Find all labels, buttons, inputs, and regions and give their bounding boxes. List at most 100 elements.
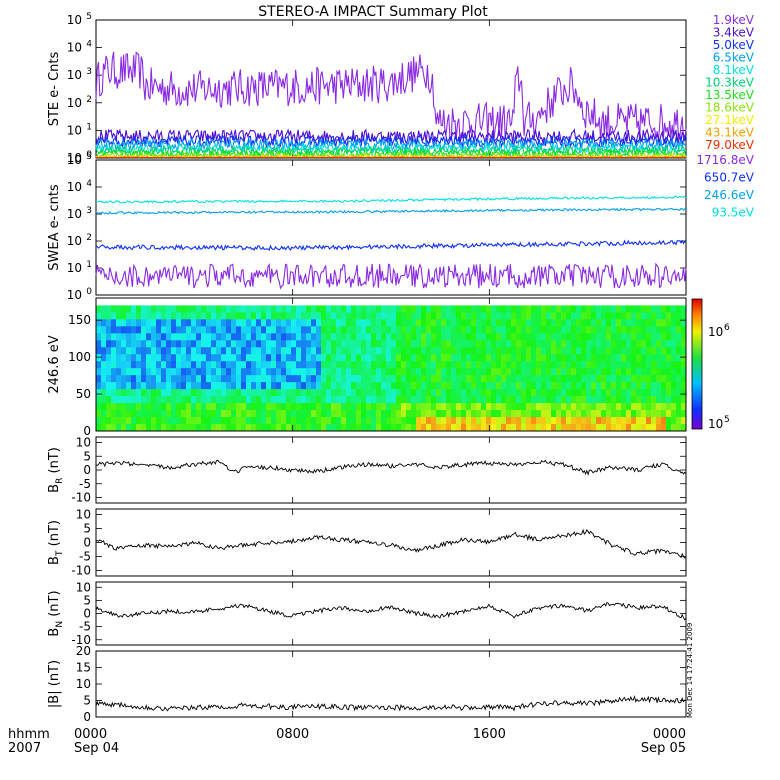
heatmap-cell xyxy=(491,354,497,362)
heatmap-cell xyxy=(411,368,417,376)
heatmap-cell xyxy=(151,396,157,404)
heatmap-cell xyxy=(431,340,437,348)
heatmap-cell xyxy=(411,361,417,369)
heatmap-cell xyxy=(161,347,167,355)
heatmap-cell xyxy=(191,340,197,348)
heatmap-cell xyxy=(491,375,497,383)
heatmap-cell xyxy=(486,354,492,362)
heatmap-cell xyxy=(151,312,157,320)
heatmap-cell xyxy=(171,305,177,313)
heatmap-cell xyxy=(156,312,162,320)
heatmap-cell xyxy=(221,368,227,376)
heatmap-cell xyxy=(621,319,627,327)
heatmap-cell xyxy=(441,375,447,383)
heatmap-cell xyxy=(161,375,167,383)
heatmap-cell xyxy=(286,403,292,411)
heatmap-cell xyxy=(281,417,287,425)
heatmap-cell xyxy=(561,312,567,320)
heatmap-cell xyxy=(481,396,487,404)
heatmap-cell xyxy=(591,424,597,432)
heatmap-cell xyxy=(526,354,532,362)
heatmap-cell xyxy=(421,382,427,390)
heatmap-cell xyxy=(176,410,182,418)
heatmap-cell xyxy=(436,312,442,320)
heatmap-cell xyxy=(446,396,452,404)
heatmap-cell xyxy=(591,417,597,425)
heatmap-cell xyxy=(581,396,587,404)
heatmap-cell xyxy=(566,368,572,376)
heatmap-cell xyxy=(191,361,197,369)
heatmap-cell xyxy=(621,354,627,362)
heatmap-cell xyxy=(616,361,622,369)
heatmap-cell xyxy=(326,361,332,369)
heatmap-cell xyxy=(166,375,172,383)
heatmap-cell xyxy=(521,396,527,404)
y-tick-exponent: 3 xyxy=(86,67,92,77)
heatmap-cell xyxy=(311,326,317,334)
heatmap-cell xyxy=(146,375,152,383)
heatmap-cell xyxy=(141,410,147,418)
heatmap-cell xyxy=(136,396,142,404)
heatmap-cell xyxy=(386,312,392,320)
heatmap-cell xyxy=(146,333,152,341)
heatmap-cell xyxy=(111,375,117,383)
heatmap-cell xyxy=(591,410,597,418)
heatmap-cell xyxy=(161,403,167,411)
heatmap-cell xyxy=(371,417,377,425)
heatmap-cell xyxy=(291,340,297,348)
heatmap-cell xyxy=(396,347,402,355)
heatmap-cell xyxy=(371,403,377,411)
heatmap-cell xyxy=(311,417,317,425)
heatmap-cell xyxy=(591,333,597,341)
heatmap-cell xyxy=(256,333,262,341)
heatmap-cell xyxy=(471,410,477,418)
heatmap-cell xyxy=(361,410,367,418)
heatmap-cell xyxy=(181,368,187,376)
heatmap-cell xyxy=(581,312,587,320)
heatmap-cell xyxy=(361,417,367,425)
heatmap-cell xyxy=(556,417,562,425)
heatmap-cell xyxy=(616,375,622,383)
heatmap-cell xyxy=(251,361,257,369)
heatmap-cell xyxy=(231,319,237,327)
heatmap-cell xyxy=(381,347,387,355)
heatmap-cell xyxy=(366,410,372,418)
heatmap-cell xyxy=(226,333,232,341)
heatmap-cell xyxy=(616,305,622,313)
heatmap-cell xyxy=(316,354,322,362)
heatmap-cell xyxy=(216,375,222,383)
heatmap-cell xyxy=(306,354,312,362)
heatmap-cell xyxy=(191,319,197,327)
heatmap-cell xyxy=(511,312,517,320)
heatmap-cell xyxy=(326,403,332,411)
heatmap-cell xyxy=(411,382,417,390)
heatmap-cell xyxy=(126,382,132,390)
heatmap-cell xyxy=(286,326,292,334)
heatmap-cell xyxy=(581,305,587,313)
heatmap-cell xyxy=(661,326,667,334)
heatmap-cell xyxy=(626,417,632,425)
heatmap-cell xyxy=(351,417,357,425)
heatmap-cell xyxy=(571,403,577,411)
heatmap-cell xyxy=(466,347,472,355)
heatmap-cell xyxy=(481,333,487,341)
heatmap-cell xyxy=(386,403,392,411)
heatmap-cell xyxy=(111,424,117,432)
heatmap-cell xyxy=(636,354,642,362)
heatmap-cell xyxy=(361,396,367,404)
heatmap-cell xyxy=(561,319,567,327)
heatmap-cell xyxy=(461,326,467,334)
series-line xyxy=(95,601,687,621)
heatmap-cell xyxy=(536,375,542,383)
heatmap-cell xyxy=(221,403,227,411)
heatmap-cell xyxy=(591,347,597,355)
heatmap-cell xyxy=(296,312,302,320)
heatmap-cell xyxy=(481,368,487,376)
heatmap-cell xyxy=(641,389,647,397)
heatmap-cell xyxy=(366,347,372,355)
heatmap-cell xyxy=(651,424,657,432)
heatmap-cell xyxy=(546,361,552,369)
heatmap-cell xyxy=(96,333,102,341)
heatmap-cell xyxy=(666,389,672,397)
heatmap-cell xyxy=(191,347,197,355)
